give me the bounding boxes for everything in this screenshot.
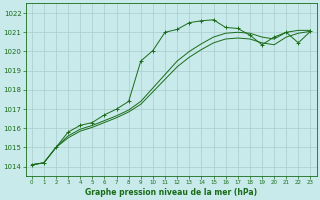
X-axis label: Graphe pression niveau de la mer (hPa): Graphe pression niveau de la mer (hPa) <box>85 188 257 197</box>
